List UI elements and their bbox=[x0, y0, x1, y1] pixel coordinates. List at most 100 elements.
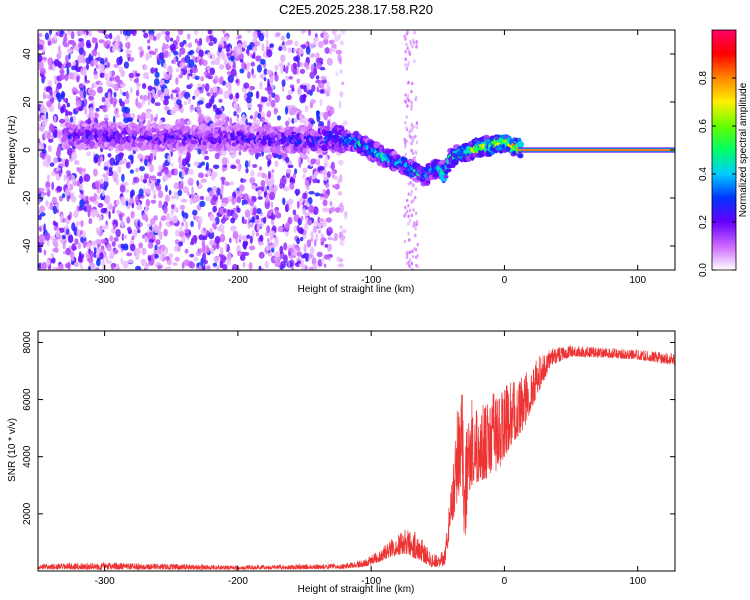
heatmap-cell bbox=[112, 46, 116, 53]
heatmap-cell bbox=[94, 247, 97, 254]
heatmap-cell bbox=[106, 105, 109, 112]
heatmap-cell bbox=[237, 163, 241, 173]
heatmap-cell bbox=[39, 187, 45, 192]
heatmap-cell bbox=[244, 160, 249, 169]
heatmap-cell bbox=[99, 252, 104, 260]
heatmap-cell bbox=[187, 69, 191, 74]
heatmap-cell bbox=[186, 234, 190, 239]
heatmap-cell bbox=[208, 231, 215, 240]
heatmap-cell bbox=[341, 229, 347, 234]
heatmap-cell bbox=[413, 223, 416, 227]
heatmap-cell bbox=[404, 49, 407, 54]
heatmap-cell bbox=[339, 225, 343, 230]
heatmap-cell bbox=[274, 208, 279, 216]
heatmap-cell bbox=[247, 30, 252, 33]
heatmap-cell bbox=[141, 83, 147, 89]
heatmap-cell bbox=[97, 86, 103, 94]
heatmap-cell bbox=[65, 224, 69, 230]
heatmap-cell bbox=[230, 209, 235, 214]
heatmap-cell bbox=[115, 34, 121, 43]
heatmap-cell bbox=[410, 200, 413, 204]
heatmap-cell bbox=[178, 30, 184, 36]
heatmap-cell bbox=[268, 94, 272, 103]
heatmap-cell bbox=[302, 167, 308, 174]
heatmap-cell bbox=[130, 30, 136, 35]
heatmap-cell bbox=[201, 146, 207, 151]
heatmap-cell bbox=[149, 163, 154, 173]
heatmap-cell bbox=[184, 65, 187, 71]
heatmap-cell bbox=[202, 236, 208, 241]
heatmap-cell bbox=[95, 238, 102, 245]
heatmap-cell bbox=[344, 210, 348, 216]
heatmap-cell bbox=[146, 223, 152, 227]
heatmap-cell bbox=[82, 51, 86, 56]
heatmap-cell bbox=[38, 234, 44, 243]
heatmap-cell bbox=[210, 95, 215, 104]
heatmap-cell bbox=[170, 162, 174, 167]
heatmap-cell bbox=[285, 68, 289, 74]
heatmap-cell bbox=[108, 70, 112, 79]
heatmap-cell bbox=[324, 244, 329, 248]
heatmap-cell bbox=[273, 107, 278, 115]
heatmap-cell bbox=[235, 158, 241, 165]
heatmap-cell bbox=[46, 100, 52, 108]
heatmap-cell bbox=[108, 210, 111, 220]
heatmap-cell bbox=[266, 110, 272, 118]
heatmap-cell bbox=[63, 174, 67, 182]
heatmap-cell bbox=[175, 207, 179, 213]
heatmap-cell bbox=[77, 90, 84, 95]
heatmap-cell bbox=[310, 230, 314, 240]
heatmap-cell bbox=[113, 249, 119, 255]
heatmap-cell bbox=[221, 119, 225, 127]
heatmap-cell bbox=[277, 115, 281, 121]
heatmap-cell bbox=[202, 151, 205, 156]
heatmap-cell bbox=[66, 30, 72, 35]
x-tick-label: 0 bbox=[502, 275, 508, 286]
heatmap-cell bbox=[307, 197, 313, 205]
heatmap-cell bbox=[320, 75, 327, 81]
heatmap-cell bbox=[329, 48, 333, 55]
heatmap-cell bbox=[125, 35, 129, 42]
heatmap-cell bbox=[265, 244, 272, 251]
heatmap-cell bbox=[261, 43, 265, 52]
heatmap-cell bbox=[57, 102, 61, 110]
heatmap-cell bbox=[184, 54, 191, 64]
heatmap-cell bbox=[104, 34, 110, 39]
heatmap-cell bbox=[139, 175, 144, 183]
heatmap-cell bbox=[406, 93, 410, 98]
heatmap-cell bbox=[296, 237, 300, 245]
heatmap-cell bbox=[77, 255, 83, 264]
heatmap-cell bbox=[112, 126, 118, 133]
heatmap-cell bbox=[319, 196, 325, 201]
heatmap-cell bbox=[79, 175, 83, 184]
heatmap-cell bbox=[145, 199, 150, 207]
heatmap-cell bbox=[284, 106, 289, 115]
heatmap-cell bbox=[114, 75, 120, 83]
heatmap-cell bbox=[298, 47, 304, 55]
heatmap-cell bbox=[151, 182, 155, 188]
heatmap-cell bbox=[83, 90, 87, 99]
heatmap-cell bbox=[115, 154, 121, 163]
heatmap-cell bbox=[318, 222, 322, 230]
heatmap-cell bbox=[257, 152, 262, 157]
heatmap-cell bbox=[52, 220, 57, 226]
heatmap-cell bbox=[181, 221, 185, 227]
heatmap-cell bbox=[252, 116, 257, 122]
heatmap-cell bbox=[263, 77, 267, 82]
heatmap-cell bbox=[38, 54, 43, 62]
heatmap-cell bbox=[155, 226, 161, 234]
heatmap-cell bbox=[251, 73, 257, 79]
heatmap-cell bbox=[179, 204, 186, 210]
heatmap-cell bbox=[329, 106, 335, 115]
heatmap-cell bbox=[80, 220, 84, 228]
heatmap-cell bbox=[403, 239, 407, 244]
heatmap-cell bbox=[44, 94, 52, 99]
heatmap-cell bbox=[220, 202, 227, 208]
heatmap-cell bbox=[61, 234, 66, 240]
heatmap-cell bbox=[265, 195, 269, 204]
heatmap-cell bbox=[57, 94, 62, 103]
heatmap-cell bbox=[407, 231, 410, 236]
heatmap-cell bbox=[168, 189, 172, 196]
heatmap-cell bbox=[136, 204, 143, 211]
heatmap-cell bbox=[53, 247, 59, 253]
